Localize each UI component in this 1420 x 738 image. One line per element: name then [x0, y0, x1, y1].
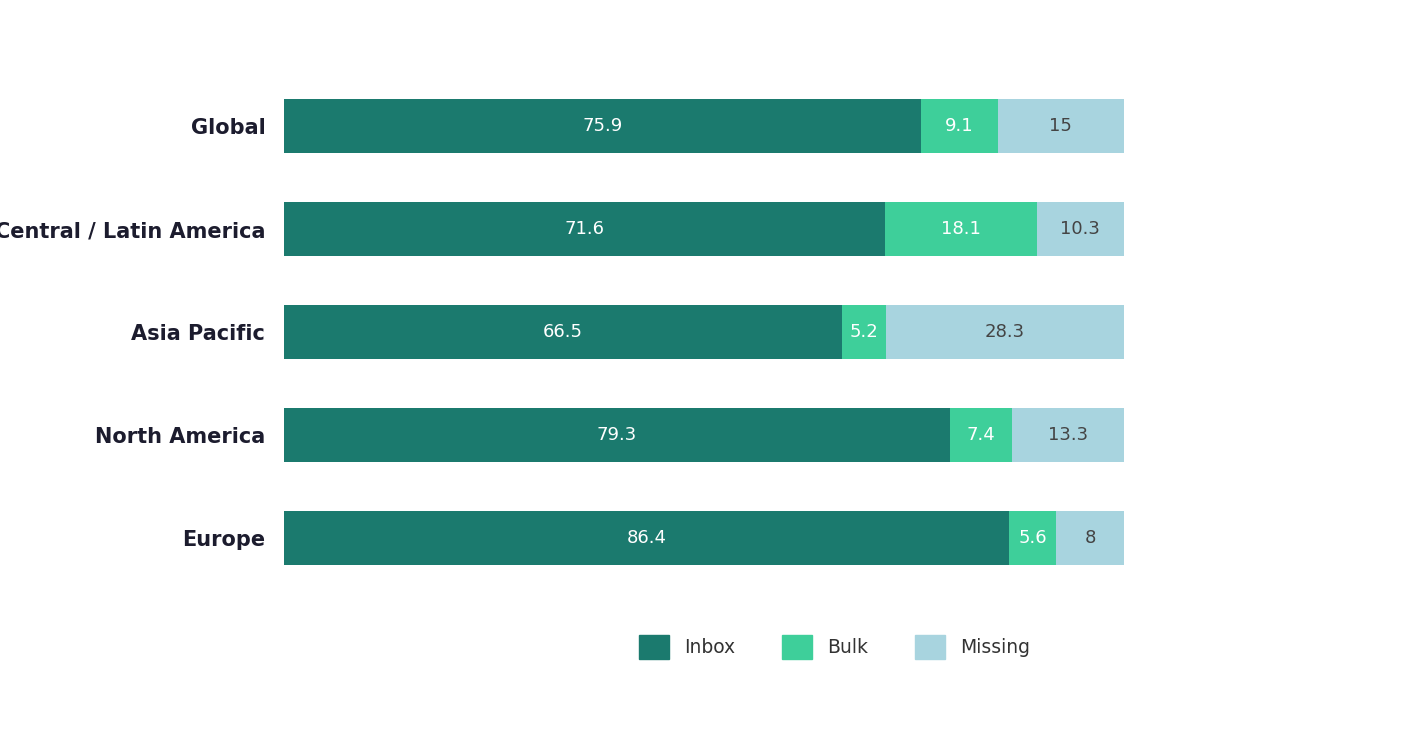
Text: 9.1: 9.1	[946, 117, 974, 135]
Bar	[1056, 511, 1123, 565]
Text: 75.9: 75.9	[582, 117, 623, 135]
Bar	[1012, 408, 1123, 462]
Bar	[886, 306, 1123, 359]
Text: 13.3: 13.3	[1048, 426, 1088, 444]
Text: 10.3: 10.3	[1061, 220, 1100, 238]
Text: 79.3: 79.3	[596, 426, 638, 444]
Text: 5.6: 5.6	[1018, 529, 1048, 547]
Text: 5.2: 5.2	[849, 323, 879, 341]
Bar	[284, 99, 922, 153]
Text: 71.6: 71.6	[565, 220, 605, 238]
Bar	[998, 99, 1123, 153]
Bar	[1037, 202, 1123, 256]
Bar	[922, 99, 998, 153]
Text: 86.4: 86.4	[626, 529, 667, 547]
Text: 7.4: 7.4	[967, 426, 995, 444]
Legend: Inbox, Bulk, Missing: Inbox, Bulk, Missing	[632, 628, 1038, 666]
Text: 15: 15	[1049, 117, 1072, 135]
Text: 8: 8	[1085, 529, 1096, 547]
Bar	[885, 202, 1037, 256]
Text: 28.3: 28.3	[985, 323, 1025, 341]
Text: 18.1: 18.1	[941, 220, 981, 238]
Bar	[284, 306, 842, 359]
Bar	[1010, 511, 1056, 565]
Bar	[950, 408, 1012, 462]
Text: 66.5: 66.5	[544, 323, 584, 341]
Bar	[284, 408, 950, 462]
Bar	[284, 202, 885, 256]
Bar	[842, 306, 886, 359]
Bar	[284, 511, 1010, 565]
